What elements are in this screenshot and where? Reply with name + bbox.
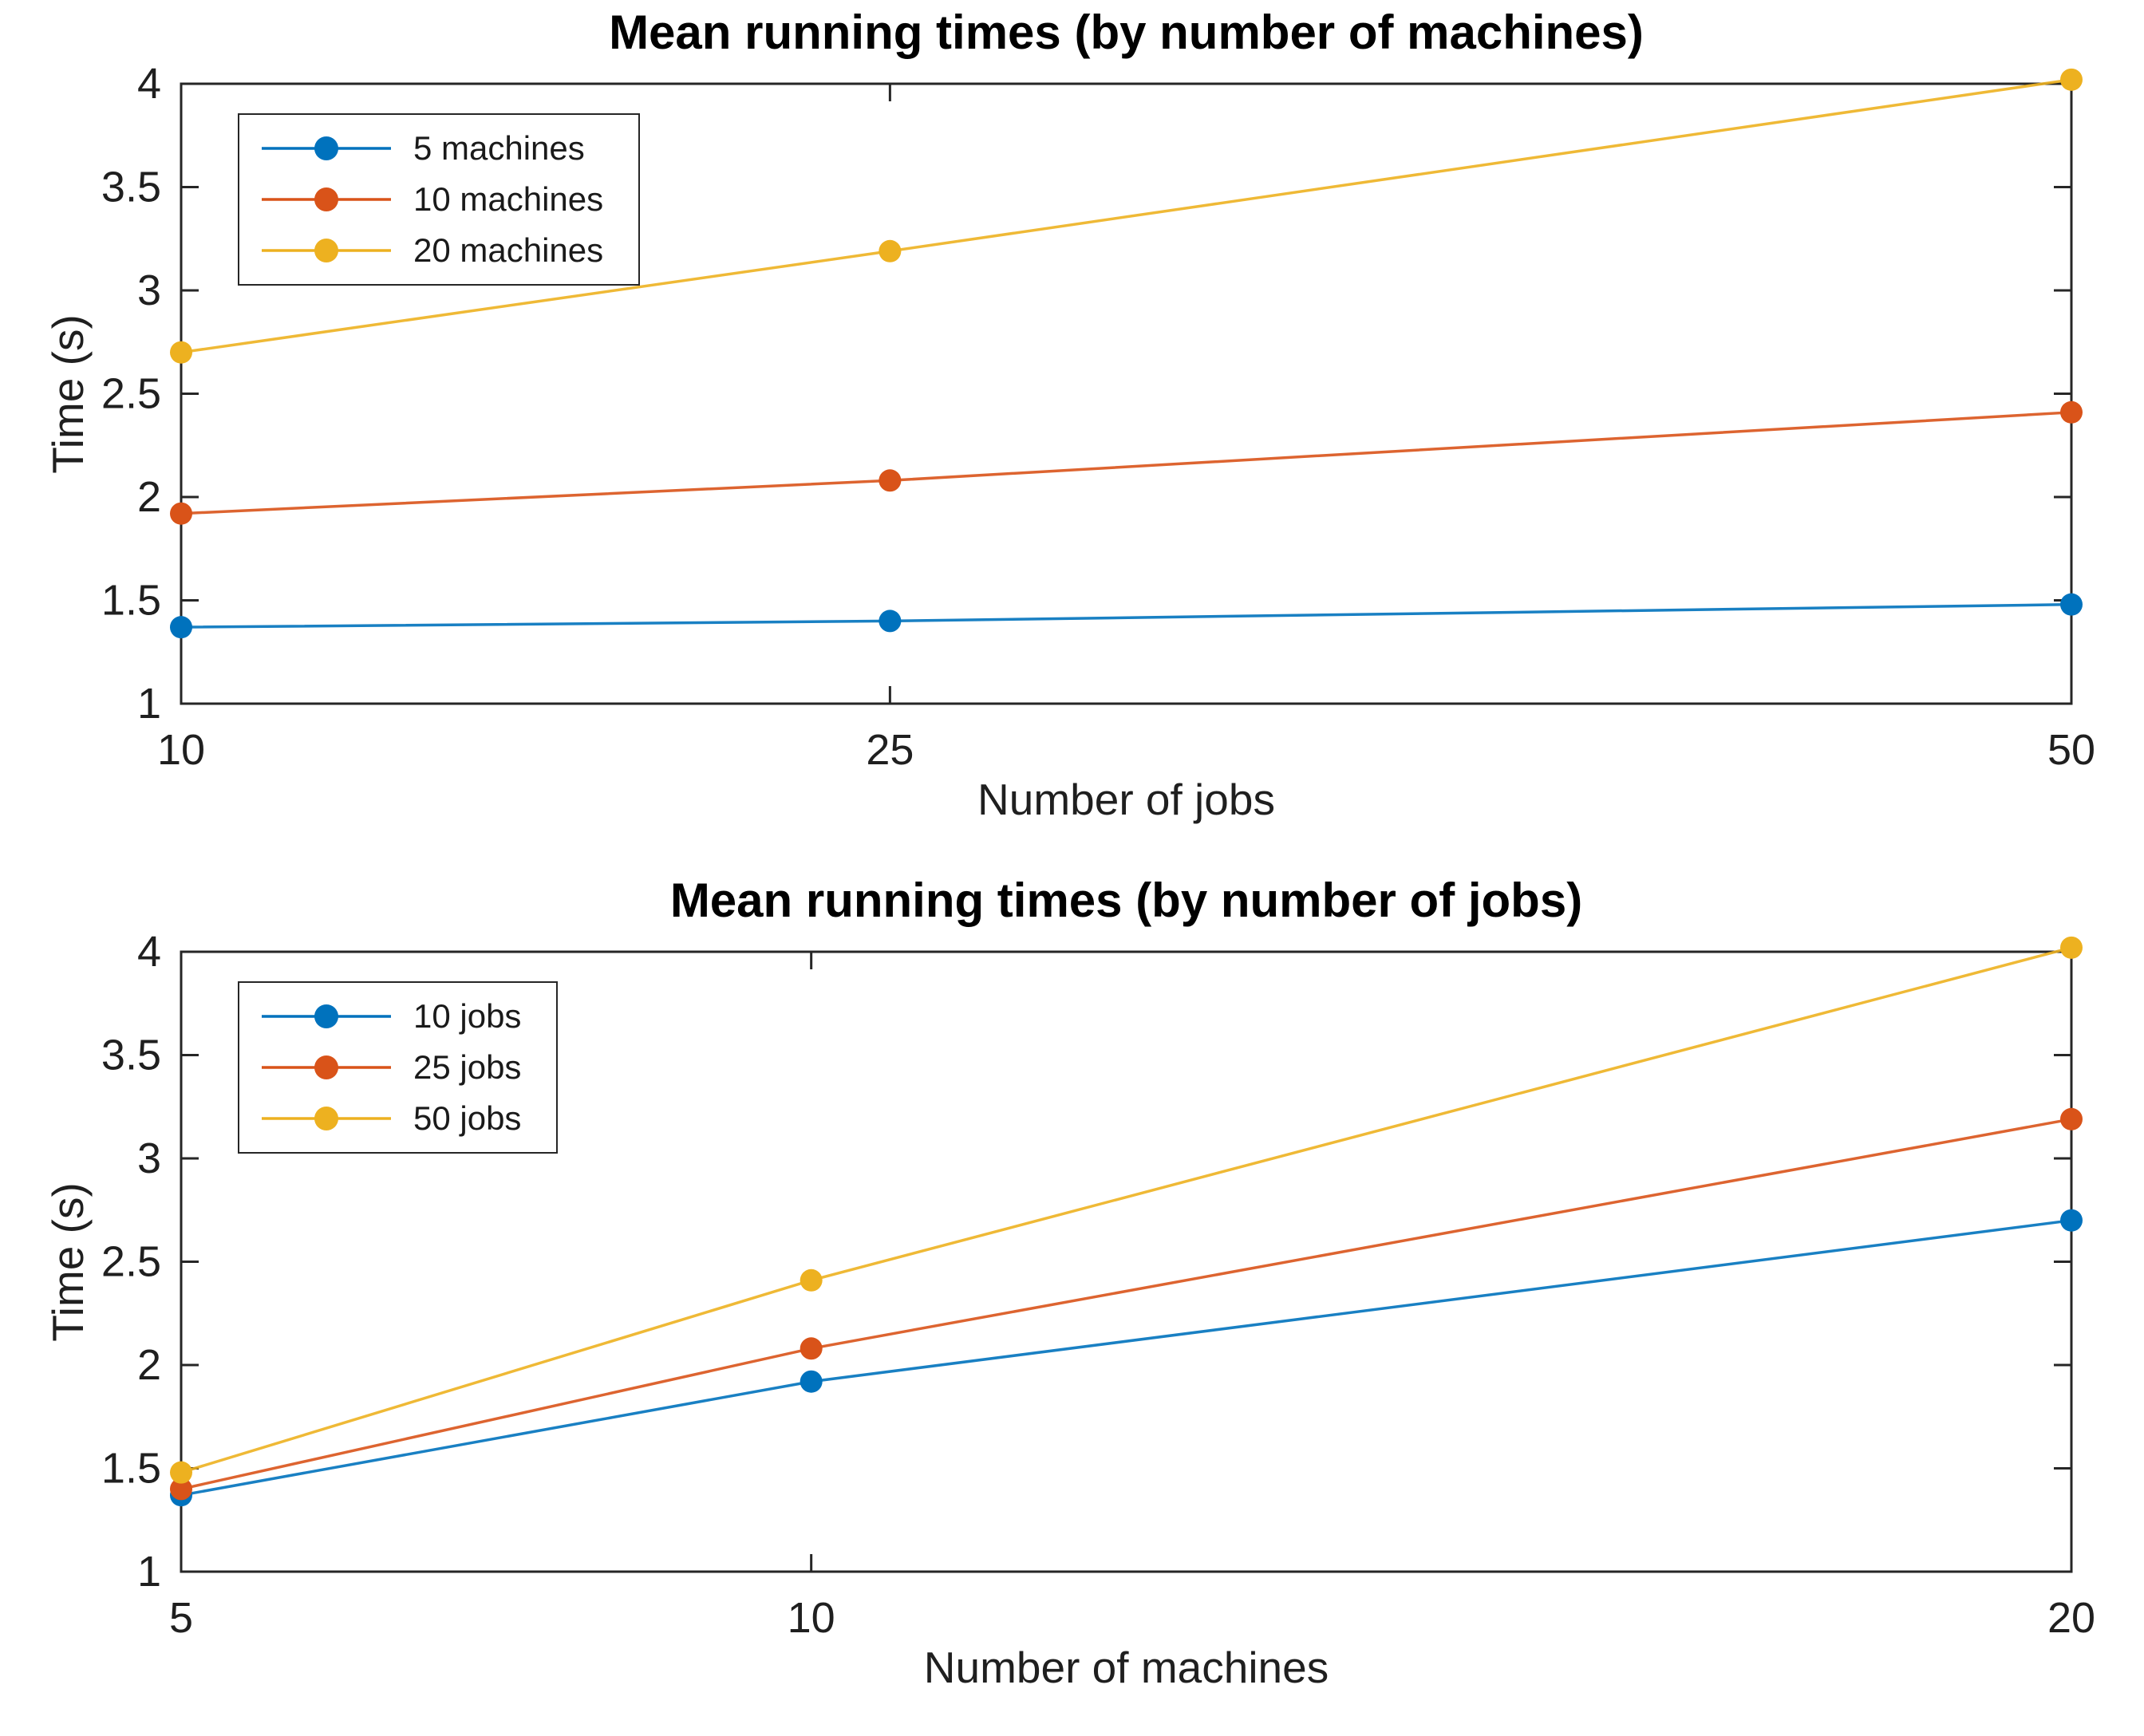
data-point-50-jobs-x5	[170, 1461, 192, 1484]
series-line-25-jobs	[180, 1118, 2072, 1491]
data-point-25-jobs-x20	[2060, 1107, 2083, 1130]
chart-title: Mean running times (by number of machine…	[609, 6, 1644, 59]
chart-panel-by-machines: Mean running times (by number of machine…	[43, 6, 2095, 825]
data-point-20-machines-x10	[170, 341, 192, 364]
data-point-5-machines-x10	[170, 616, 192, 639]
data-point-5-machines-x50	[2060, 593, 2083, 616]
legend-entry: 10 machines	[259, 180, 603, 219]
y-tick-label: 3.5	[101, 164, 161, 211]
y-tick-label: 2.5	[101, 1238, 161, 1286]
legend-entry: 50 jobs	[259, 1099, 521, 1138]
legend-marker-icon	[314, 187, 338, 211]
chart-panel-by-jobs: Mean running times (by number of jobs) T…	[0, 868, 2144, 1736]
data-point-10-machines-x50	[2060, 400, 2083, 424]
plot-area: 10 25 50 1 1.5 2 2.5 3 3.5 4	[101, 60, 2095, 774]
data-point-10-machines-x25	[879, 469, 902, 492]
legend-sample	[262, 1107, 391, 1130]
legend-label: 25 jobs	[413, 1048, 522, 1086]
data-point-20-machines-x25	[879, 239, 902, 262]
legend-marker-icon	[314, 136, 338, 160]
data-point-20-machines-x50	[2060, 68, 2083, 91]
data-point-10-machines-x10	[170, 502, 192, 525]
y-tick-label: 1.5	[101, 1445, 161, 1493]
y-tick-label: 3.5	[101, 1032, 161, 1079]
y-tick-label: 4	[137, 928, 161, 976]
legend-entry: 20 machines	[259, 231, 603, 270]
legend-sample	[262, 1055, 391, 1079]
y-tick-label: 1	[137, 1548, 161, 1596]
y-tick-label: 2	[137, 473, 161, 521]
chart-title: Mean running times (by number of jobs)	[669, 874, 1583, 927]
data-point-25-jobs-x10	[800, 1337, 823, 1360]
y-tick-label: 3	[137, 266, 161, 314]
plot-area: 5 10 20 1 1.5 2 2.5 3 3.5 4	[101, 928, 2095, 1642]
data-point-10-jobs-x20	[2060, 1209, 2083, 1232]
legend-marker-icon	[314, 239, 338, 262]
data-point-25-jobs-x5	[170, 1478, 192, 1501]
legend-label: 5 machines	[413, 129, 585, 167]
y-tick-label: 2	[137, 1341, 161, 1389]
x-axis-label: Number of jobs	[977, 775, 1275, 824]
legend-label: 50 jobs	[413, 1099, 522, 1137]
x-axis-label: Number of machines	[923, 1643, 1329, 1692]
x-tick-label: 25	[866, 726, 914, 774]
legend-sample	[262, 239, 391, 262]
y-tick-label: 4	[137, 60, 161, 108]
legend-marker-icon	[314, 1107, 338, 1130]
y-tick-label: 1.5	[101, 577, 161, 625]
x-tick-label: 20	[2047, 1594, 2095, 1642]
data-point-50-jobs-x10	[800, 1268, 823, 1292]
legend-label: 20 machines	[413, 231, 604, 269]
x-tick-label: 10	[157, 726, 205, 774]
legend-sample	[262, 1004, 391, 1028]
legend-entry: 25 jobs	[259, 1048, 521, 1087]
y-tick-label: 2.5	[101, 370, 161, 418]
legend-entry: 5 machines	[259, 129, 603, 168]
x-tick-label: 50	[2047, 726, 2095, 774]
legend-marker-icon	[314, 1004, 338, 1028]
series-line-10-jobs	[180, 1218, 2072, 1497]
legend-marker-icon	[314, 1055, 338, 1079]
data-point-5-machines-x25	[879, 610, 902, 633]
data-point-50-jobs-x20	[2060, 936, 2083, 959]
y-tick-label: 3	[137, 1134, 161, 1182]
legend-label: 10 jobs	[413, 997, 522, 1035]
legend-label: 10 machines	[413, 180, 604, 218]
series-line-5-machines	[180, 602, 2072, 629]
legend: 10 jobs 25 jobs 50 jobs	[238, 981, 559, 1154]
x-tick-label: 5	[169, 1594, 193, 1642]
y-tick-label: 1	[137, 680, 161, 728]
legend-sample	[262, 187, 391, 211]
x-tick-label: 10	[788, 1594, 835, 1642]
series-line-10-machines	[180, 411, 2072, 515]
data-point-10-jobs-x10	[800, 1370, 823, 1393]
legend-entry: 10 jobs	[259, 997, 521, 1036]
legend: 5 machines 10 machines 20 machines	[238, 113, 641, 286]
legend-sample	[262, 136, 391, 160]
